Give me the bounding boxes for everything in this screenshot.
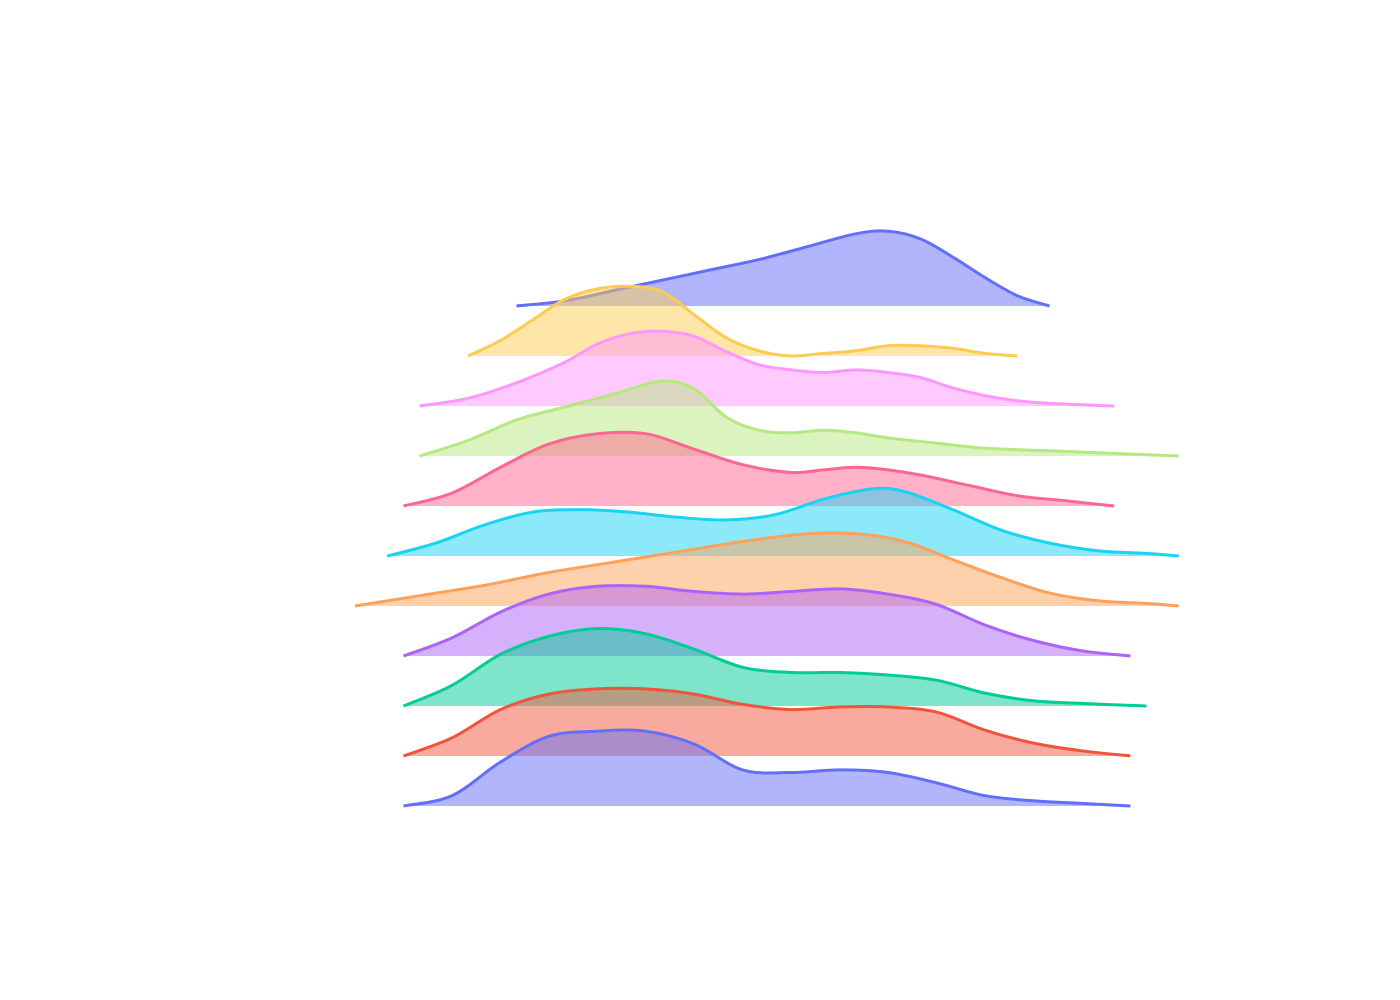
ridge-line-3 bbox=[419, 329, 1115, 408]
ridge-line-10 bbox=[402, 686, 1131, 758]
ridge-series-7 bbox=[354, 531, 1179, 608]
ridge-series-6 bbox=[386, 486, 1179, 558]
ridge-line-11 bbox=[403, 728, 1131, 808]
ridge-line-8 bbox=[402, 584, 1131, 658]
ridge-series-3 bbox=[419, 329, 1115, 408]
ridge-series-11 bbox=[403, 728, 1131, 808]
ridge-line-2 bbox=[467, 284, 1018, 358]
ridge-area-2 bbox=[468, 286, 1018, 357]
ridge-line-6 bbox=[386, 486, 1179, 558]
ridge-area-3 bbox=[419, 331, 1115, 406]
ridge-area-7 bbox=[355, 532, 1179, 606]
ridge-series-9 bbox=[402, 627, 1147, 708]
ridge-line-5 bbox=[403, 430, 1115, 508]
ridge-series-5 bbox=[403, 430, 1115, 508]
ridge-line-7 bbox=[354, 531, 1179, 608]
ridge-line-4 bbox=[419, 379, 1179, 458]
ridge-area-6 bbox=[387, 488, 1179, 556]
ridge-line-9 bbox=[402, 627, 1147, 708]
ridge-series-2 bbox=[467, 284, 1018, 358]
